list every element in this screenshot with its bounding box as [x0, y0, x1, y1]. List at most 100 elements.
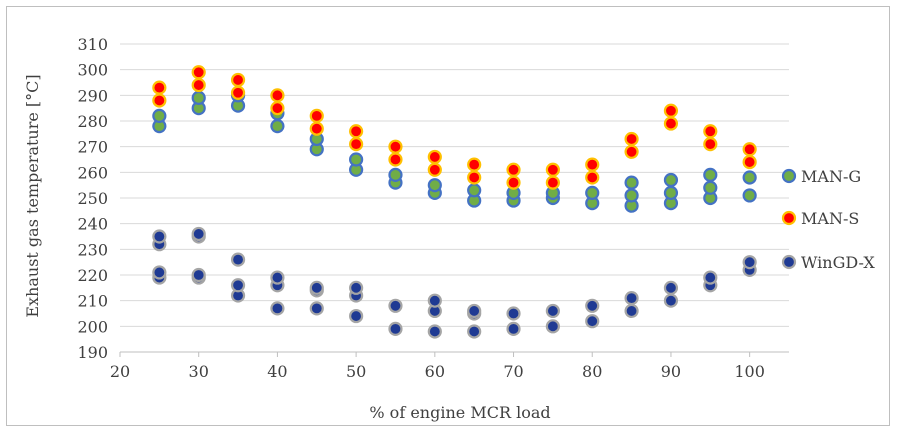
data-point — [703, 124, 718, 139]
legend-label: MAN-S — [801, 209, 859, 228]
data-point — [427, 162, 442, 177]
data-point — [152, 93, 167, 108]
data-point — [152, 265, 167, 280]
data-point — [191, 77, 206, 93]
data-point — [388, 298, 403, 313]
data-point — [624, 188, 639, 203]
data-point — [703, 137, 718, 152]
data-point — [270, 88, 285, 103]
y-tick-label: 300 — [77, 61, 108, 80]
data-point — [309, 121, 324, 136]
data-point — [624, 144, 639, 159]
x-tick-label: 60 — [425, 362, 445, 381]
y-axis-ticks: 190 200 210 220 230 240 250 260 270 280 290 300 310 — [77, 35, 108, 362]
y-tick-label: 200 — [77, 317, 108, 336]
data-point — [191, 90, 206, 106]
data-point — [742, 188, 757, 203]
data-point — [624, 131, 639, 147]
y-axis-title: Exhaust gas temperature [°C] — [23, 74, 42, 317]
x-axis-title: % of engine MCR load — [369, 403, 550, 422]
data-point — [388, 139, 403, 154]
data-point — [585, 298, 600, 313]
data-point — [624, 175, 639, 190]
data-point — [349, 152, 364, 167]
data-point — [585, 314, 600, 329]
data-point — [545, 162, 560, 177]
x-tick-label: 40 — [267, 362, 287, 381]
series-wingd-x — [152, 226, 757, 339]
x-tick-label: 100 — [734, 362, 765, 381]
x-tick-label: 90 — [661, 362, 681, 381]
gridlines — [120, 43, 789, 327]
data-point — [585, 185, 600, 200]
data-point — [467, 324, 482, 339]
data-point — [230, 278, 246, 293]
data-point — [349, 308, 364, 324]
data-point — [152, 80, 167, 95]
data-point — [624, 303, 639, 319]
x-tick-label: 80 — [582, 362, 602, 381]
data-point — [467, 303, 482, 319]
data-point — [585, 157, 600, 172]
data-point — [663, 185, 679, 200]
data-point — [663, 116, 679, 131]
y-tick-label: 210 — [77, 292, 108, 311]
data-point — [742, 255, 757, 270]
data-point — [585, 170, 600, 185]
data-point — [427, 293, 442, 308]
data-point — [427, 178, 442, 193]
data-point — [427, 324, 442, 339]
y-tick-label: 270 — [77, 138, 108, 157]
data-point — [270, 119, 285, 134]
data-point — [624, 291, 639, 306]
legend-label: WinGD-X — [801, 253, 875, 272]
data-point — [191, 267, 206, 283]
y-tick-label: 240 — [77, 215, 108, 234]
data-point — [270, 101, 285, 116]
data-point — [703, 180, 718, 195]
data-point — [545, 319, 560, 334]
data-point — [467, 183, 482, 198]
data-point — [230, 72, 246, 88]
data-point — [467, 157, 482, 172]
data-point — [388, 321, 403, 336]
data-point — [703, 167, 718, 182]
series-man-s — [152, 65, 757, 190]
x-axis-ticks: 20 30 40 50 60 70 80 90 100 — [110, 352, 765, 381]
y-tick-label: 190 — [77, 343, 108, 362]
data-points — [152, 65, 757, 339]
data-point — [506, 162, 521, 177]
data-point — [663, 103, 679, 118]
data-point — [742, 142, 757, 157]
data-point — [742, 170, 757, 185]
legend-marker — [781, 168, 797, 184]
data-point — [309, 301, 324, 316]
data-point — [663, 293, 679, 308]
y-tick-label: 250 — [77, 189, 108, 208]
x-tick-label: 20 — [110, 362, 130, 381]
data-point — [270, 270, 285, 285]
y-tick-label: 230 — [77, 240, 108, 259]
data-point — [152, 229, 167, 244]
data-point — [388, 152, 403, 167]
data-point — [191, 65, 206, 80]
data-point — [467, 170, 482, 185]
data-point — [309, 108, 324, 123]
data-point — [349, 124, 364, 139]
data-point — [270, 301, 285, 316]
legend-marker — [781, 254, 797, 270]
x-tick-label: 50 — [346, 362, 366, 381]
y-tick-label: 290 — [77, 86, 108, 105]
data-point — [427, 149, 442, 165]
data-point — [388, 167, 403, 182]
y-tick-label: 280 — [77, 112, 108, 131]
data-point — [230, 85, 246, 100]
data-point — [545, 303, 560, 319]
legend-label: MAN-G — [801, 167, 861, 186]
data-point — [742, 154, 757, 170]
data-point — [191, 226, 206, 242]
y-tick-label: 260 — [77, 163, 108, 182]
data-point — [349, 137, 364, 152]
data-point — [349, 280, 364, 295]
